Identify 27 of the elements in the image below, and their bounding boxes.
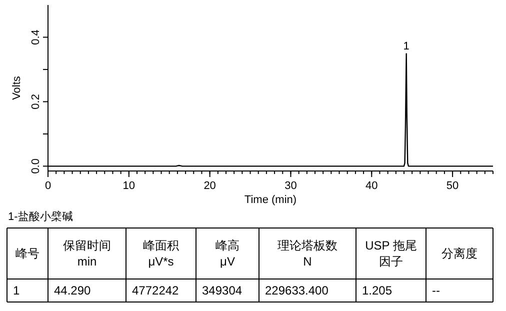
text: 峰高 μV xyxy=(216,238,240,268)
text: 44.290 xyxy=(54,284,92,298)
x-axis-title: Time (min) xyxy=(244,194,297,206)
x-tick-label: 0 xyxy=(44,180,52,192)
text: 保留时间 min xyxy=(63,238,111,268)
text: 理论塔板数 N xyxy=(278,238,338,268)
x-tick-label: 20 xyxy=(204,180,216,192)
y-tick-label: 0.0 xyxy=(30,158,42,174)
x-tick-label: 30 xyxy=(284,180,297,192)
text: 分离度 xyxy=(442,246,478,260)
text: 229633.400 xyxy=(265,284,329,298)
x-tick-label: 50 xyxy=(446,180,459,192)
y-tick-label: 0.2 xyxy=(30,94,42,110)
text: 349304 xyxy=(202,284,242,298)
annotation: 1 xyxy=(403,40,410,53)
text: 峰号 xyxy=(16,246,40,260)
text: 1 xyxy=(13,284,20,298)
x-tick-label: 10 xyxy=(122,180,136,192)
text: 峰面积 μV*s xyxy=(143,238,179,268)
text: -- xyxy=(432,284,440,298)
text: USP 拖尾因子 xyxy=(365,238,417,268)
text: 1-盐酸小檗碱 xyxy=(8,210,73,223)
x-tick-label: 40 xyxy=(366,180,378,192)
text: 4772242 xyxy=(132,284,180,298)
y-axis-title: Volts xyxy=(11,76,23,100)
text: 1.205 xyxy=(362,284,392,298)
y-tick-label: 0.4 xyxy=(30,30,42,45)
